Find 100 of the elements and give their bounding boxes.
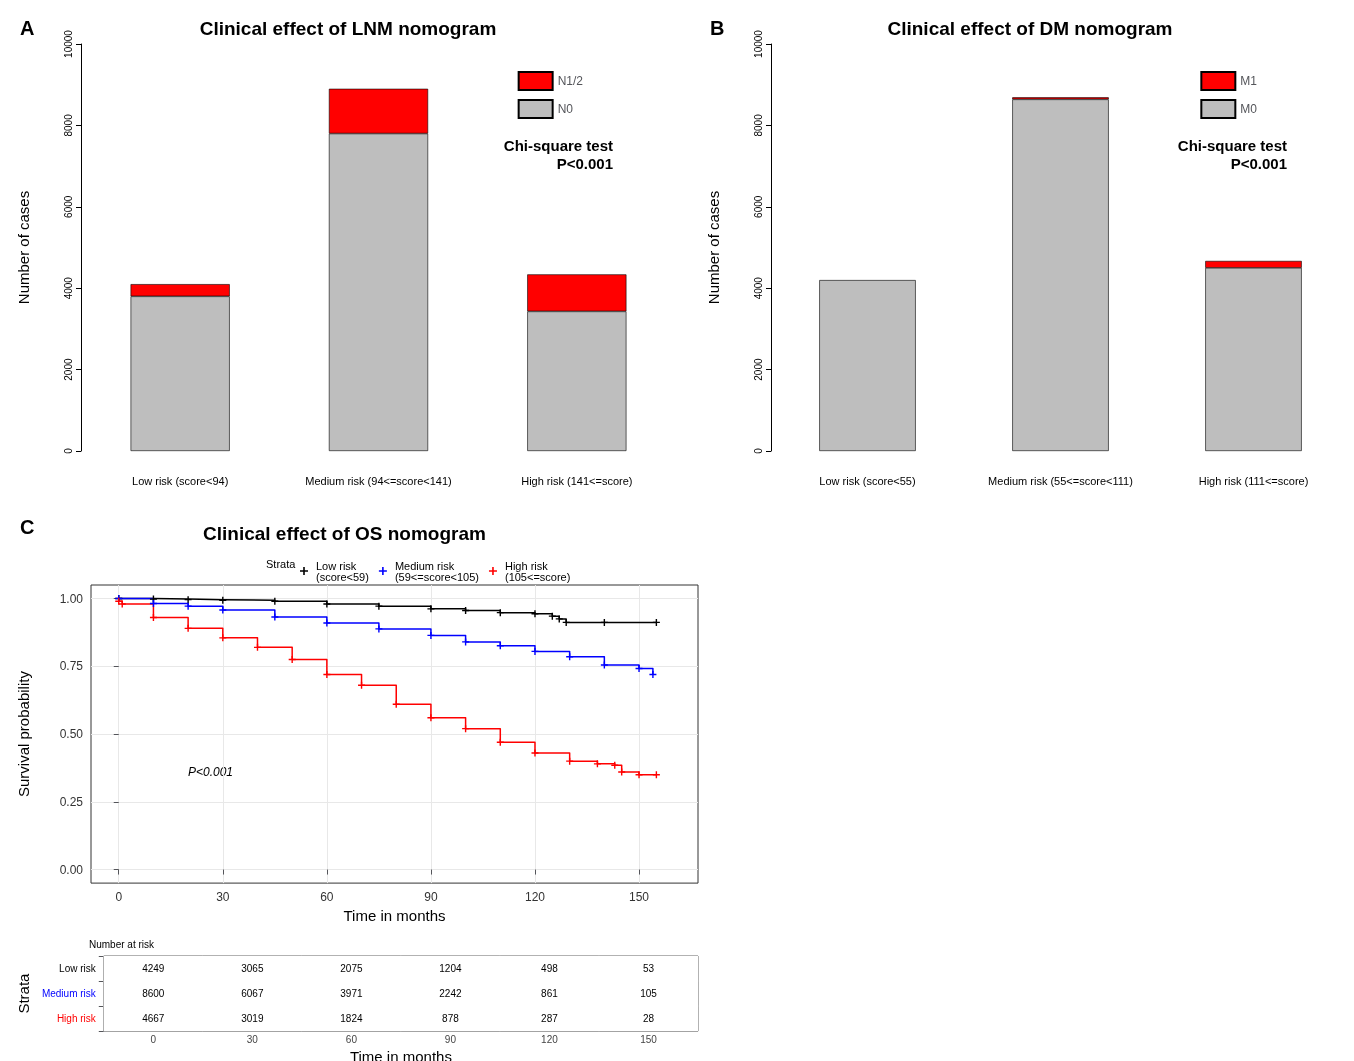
data-label: 105	[640, 988, 658, 1000]
y-tick-label: 0.75	[59, 659, 84, 674]
data-label: 287	[541, 1013, 559, 1025]
y-tick-label: 0.00	[59, 862, 84, 877]
y-tick-label: 0	[752, 447, 764, 454]
point	[427, 631, 435, 639]
y-axis-title: Number of cases	[705, 190, 722, 305]
y-tick-label: 8000	[752, 113, 764, 137]
point	[548, 612, 556, 620]
y-tick-label: 6000	[62, 195, 74, 218]
data-label: 4667	[142, 1013, 165, 1025]
data-label: 2075	[340, 963, 363, 975]
point	[635, 771, 643, 779]
y-tick-label: Medium risk	[41, 988, 97, 1000]
point	[427, 714, 435, 722]
chart-title: Number at risk	[89, 938, 156, 950]
point	[323, 619, 331, 627]
data-label: 1204	[439, 963, 462, 975]
legend-label: Low risk (score<59)	[316, 559, 369, 583]
y-tick-label: 0	[62, 447, 74, 454]
point	[184, 624, 192, 632]
point	[288, 656, 296, 664]
bar	[1012, 99, 1109, 451]
data-label: 2242	[439, 988, 462, 1000]
text: A	[20, 17, 35, 39]
point	[555, 615, 563, 623]
point	[184, 602, 192, 610]
x-tick-label: Low risk (score<55)	[819, 474, 916, 487]
text: B	[710, 17, 725, 39]
chart-title: Clinical effect of LNM nomogram	[199, 18, 497, 39]
data-label: 498	[541, 963, 559, 975]
point	[593, 760, 601, 768]
point	[562, 618, 570, 626]
x-tick-label: 30	[246, 1033, 259, 1045]
point	[635, 664, 643, 672]
y-tick-label: 4000	[752, 276, 764, 300]
legend-label: M1	[1240, 74, 1258, 88]
data-label: 878	[442, 1013, 460, 1025]
point	[219, 606, 227, 614]
data-label: 3019	[241, 1013, 264, 1025]
text: C	[20, 516, 35, 538]
annotation: Chi-square test	[503, 137, 614, 154]
point	[219, 634, 227, 642]
x-tick-label: 120	[524, 890, 546, 905]
legend-title: Strata	[266, 557, 297, 570]
annotation: P<0.001	[188, 765, 234, 779]
x-tick-label: 60	[345, 1033, 358, 1045]
point	[375, 602, 383, 610]
data-label: 861	[541, 988, 559, 1000]
point	[496, 738, 504, 746]
x-tick-label: 150	[629, 890, 650, 905]
x-tick-label: High risk (111<=score)	[1198, 474, 1309, 487]
annotation: Chi-square test	[1177, 137, 1288, 154]
y-tick-label: 0.50	[59, 727, 84, 742]
legend-label: M0	[1240, 102, 1258, 116]
legend-label: High risk (105<=score)	[504, 559, 571, 583]
point	[531, 647, 539, 655]
y-axis-title: Survival probability	[15, 670, 32, 797]
x-tick-label: High risk (141<=score)	[521, 474, 633, 487]
y-axis-title: Number of cases	[15, 190, 32, 305]
x-tick-label: 60	[320, 890, 334, 905]
x-axis-title: Time in months	[343, 907, 446, 924]
point	[427, 605, 435, 613]
data-label: 28	[642, 1013, 655, 1025]
legend-label: N1/2	[557, 74, 584, 88]
y-tick-label: High risk	[56, 1013, 97, 1025]
point	[462, 638, 470, 646]
y-tick-label: 8000	[62, 113, 74, 137]
point	[618, 768, 626, 776]
bar	[819, 280, 916, 451]
data-label: 6067	[241, 988, 264, 1000]
x-tick-label: Medium risk (94<=score<141)	[305, 474, 452, 487]
y-tick-label: 1.00	[59, 591, 84, 606]
point	[600, 661, 608, 669]
point	[271, 597, 279, 605]
point	[649, 670, 657, 678]
x-tick-label: 30	[216, 890, 230, 905]
point	[323, 670, 331, 678]
data-label: 3971	[340, 988, 363, 1000]
x-tick-label: 0	[150, 1033, 157, 1045]
x-tick-label: Low risk (score<94)	[132, 474, 229, 487]
x-tick-label: Medium risk (55<=score<111)	[988, 474, 1133, 487]
point	[184, 596, 192, 604]
y-tick-label: 2000	[62, 358, 74, 381]
point	[375, 625, 383, 633]
legend-label: N0	[557, 102, 574, 116]
x-tick-label: 90	[424, 890, 438, 905]
data-label: 4249	[142, 963, 165, 975]
data-label: 3065	[241, 963, 264, 975]
annotation: P<0.001	[1230, 155, 1288, 172]
y-tick-label: 6000	[752, 195, 764, 218]
y-tick-label: 4000	[62, 276, 74, 300]
y-tick-label: 2000	[752, 358, 764, 381]
y-tick-label: 10000	[752, 29, 764, 58]
point	[566, 653, 574, 661]
data-label: 53	[642, 963, 655, 975]
point	[219, 596, 227, 604]
chart-title: Clinical effect of DM nomogram	[887, 18, 1173, 39]
y-tick-label: 0.25	[59, 794, 84, 809]
annotation: P<0.001	[556, 155, 614, 172]
